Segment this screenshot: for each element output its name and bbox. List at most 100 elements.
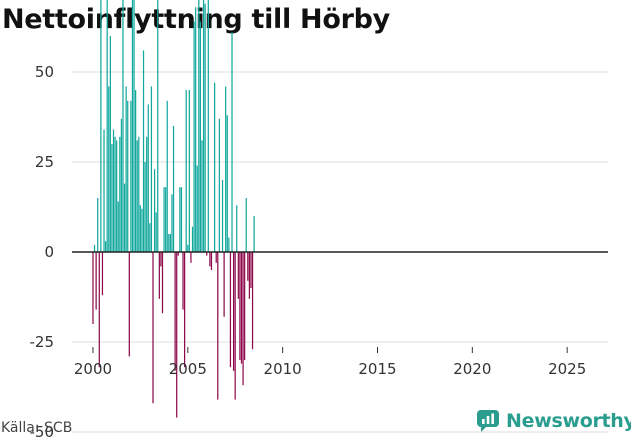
bar: [123, 183, 126, 252]
bar: [128, 252, 130, 357]
bar: [180, 187, 183, 252]
bar: [225, 86, 227, 253]
bar: [201, 140, 203, 252]
brand-name: Newsworthy: [506, 410, 631, 432]
bar: [116, 140, 118, 252]
x-tick-label: 2020: [453, 360, 491, 378]
newsworthy-logo-icon: [477, 410, 499, 432]
bar: [172, 126, 175, 252]
bar: [98, 252, 100, 368]
bar: [248, 252, 251, 299]
x-tick-label: 2005: [169, 360, 207, 378]
bar: [108, 86, 110, 253]
bar: [168, 234, 170, 252]
bar: [245, 198, 247, 252]
bar: [125, 86, 127, 253]
bar: [202, 0, 205, 252]
x-axis: 2000 2005 2010 2015 2020 2025: [74, 347, 586, 378]
bar: [196, 165, 198, 252]
bar: [226, 115, 228, 252]
bar: [106, 0, 108, 253]
bar: [139, 205, 141, 252]
bar: [195, 7, 197, 253]
bar: [136, 140, 138, 252]
source-note: Källa: SCB: [1, 420, 73, 436]
bar: [221, 180, 224, 252]
bar: [218, 118, 220, 252]
gridlines: [72, 71, 608, 433]
bar: [199, 21, 202, 252]
bar: [236, 205, 238, 252]
bar: [131, 0, 134, 252]
bar: [122, 0, 124, 253]
bar: [207, 0, 209, 252]
y-tick-label: 25: [35, 153, 54, 171]
bar: [130, 100, 132, 252]
bar: [206, 252, 208, 256]
y-tick-label: 0: [44, 243, 54, 261]
bar: [160, 252, 162, 267]
bar: [228, 237, 230, 252]
bar: [250, 252, 252, 288]
bar: [161, 252, 164, 314]
bar: [209, 252, 211, 267]
bar: [174, 252, 176, 371]
bar: [165, 187, 167, 252]
bar: [155, 212, 157, 252]
bar: [111, 144, 113, 252]
bar: [95, 252, 97, 310]
bar: [158, 252, 160, 299]
bar: [149, 223, 151, 252]
bar: [117, 201, 119, 252]
y-axis: -50-250255075: [30, 63, 55, 439]
bar: [179, 187, 181, 252]
newsworthy-logo: Newsworthy: [476, 409, 631, 433]
bar: [237, 252, 239, 299]
y-tick-label: -25: [30, 333, 55, 351]
bar: [152, 252, 154, 404]
bar: [229, 252, 232, 368]
bar: [120, 118, 123, 252]
y-tick-label: 50: [35, 63, 54, 81]
bar: [144, 162, 146, 252]
bar: [214, 82, 216, 252]
x-tick-label: 2025: [548, 360, 586, 378]
bar: [171, 194, 173, 252]
bar: [234, 252, 236, 400]
bar: [215, 252, 217, 263]
bar: [153, 169, 156, 252]
bar: [103, 129, 105, 252]
bar: [93, 244, 96, 252]
bar: [182, 252, 184, 310]
bar: [198, 0, 200, 252]
bar: [150, 86, 153, 253]
bar: [166, 100, 168, 252]
bar: [146, 136, 148, 252]
bar: [109, 36, 111, 252]
bar: [251, 252, 254, 350]
bar: [188, 90, 190, 252]
bar: [147, 104, 149, 253]
bar: [176, 252, 178, 418]
bar: [97, 198, 99, 252]
bar: [217, 252, 219, 400]
bar: [177, 252, 179, 256]
bar: [193, 21, 195, 252]
bar: [253, 216, 255, 252]
bar: [92, 252, 94, 324]
x-tick-label: 2015: [358, 360, 396, 378]
bar: [183, 252, 186, 368]
bar: [133, 0, 135, 253]
x-tick-label: 2010: [264, 360, 302, 378]
bar: [247, 252, 249, 281]
bar: [210, 252, 213, 270]
bar: [104, 241, 107, 252]
bar: [119, 136, 121, 252]
bar: [127, 100, 129, 252]
bar: [138, 136, 140, 252]
bar: [135, 90, 137, 252]
bar: [100, 0, 102, 252]
bar: [190, 252, 192, 263]
bar: [141, 208, 143, 252]
